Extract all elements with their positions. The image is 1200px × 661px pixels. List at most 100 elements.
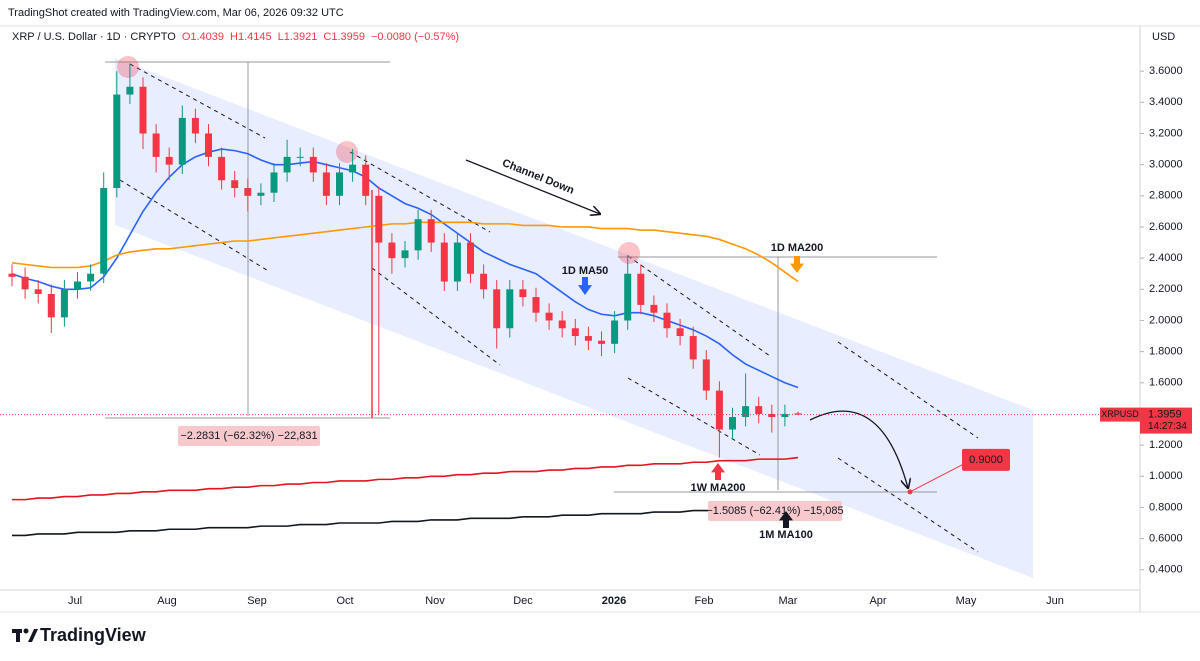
measure-box (178, 426, 320, 446)
candle-body (257, 192, 265, 196)
x-tick-label: Jul (68, 595, 82, 607)
ma-arrow (711, 463, 725, 480)
candle-body (336, 172, 343, 196)
x-tick-label: 2026 (602, 595, 626, 607)
candle-body (388, 242, 396, 259)
candle-body (362, 164, 370, 196)
candle-body (349, 164, 357, 173)
credit: TradingShot created with TradingView.com… (8, 7, 344, 19)
candle-body (427, 219, 435, 243)
channel-arrow (465, 159, 600, 214)
candle-body (296, 156, 304, 158)
candle-body (453, 242, 461, 282)
legend-item: C1.3959 (323, 31, 365, 43)
candle-body (113, 94, 121, 189)
y-tick-label: 1.0000 (1149, 470, 1183, 482)
candle-body (191, 117, 199, 134)
candle-body (532, 297, 540, 313)
candle-body (178, 117, 186, 165)
candle-body (506, 289, 514, 329)
candle-body (270, 172, 278, 193)
candle-body (729, 417, 736, 430)
ma-line (12, 506, 798, 537)
measure-lines (105, 61, 937, 493)
candle-body (611, 320, 619, 344)
legend: XRP / U.S. Dollar · 1D · CRYPTO O1.4039 H1… (12, 31, 459, 43)
candle-body (401, 250, 409, 259)
candle-body (768, 413, 776, 418)
projection-arrow (809, 410, 908, 488)
candle-body (689, 336, 697, 360)
candle-body (34, 289, 42, 294)
logo: TradingView (12, 625, 147, 645)
y-tick-label: 2.6000 (1149, 221, 1183, 233)
candle-body (139, 86, 147, 134)
y-tick-label: 3.6000 (1149, 65, 1183, 77)
candle-body (715, 390, 723, 430)
ma-label: 1D MA50 (562, 265, 608, 277)
y-tick-label: 2.0000 (1149, 314, 1183, 326)
target-box (962, 448, 1010, 471)
candle-body (755, 406, 763, 414)
ma-label: 1W MA200 (690, 482, 745, 494)
candle-body (794, 413, 802, 415)
ma-label: 1M MA100 (759, 529, 813, 541)
candle-body (100, 188, 108, 274)
candle-body (480, 273, 488, 290)
y-tick-label: 2.8000 (1149, 190, 1183, 202)
candle-body (205, 133, 212, 157)
candle-body (781, 413, 789, 418)
ma-line (12, 456, 799, 501)
y-tick-label: 0.4000 (1149, 564, 1183, 576)
ma-line (11, 221, 799, 283)
candle-body (152, 133, 160, 157)
candle-body (650, 304, 658, 313)
x-tick-label: Mar (779, 595, 798, 607)
candle-body (637, 273, 645, 305)
candle-body (21, 276, 29, 290)
measure-label: −1.5085 (−62.41%) −15,085 (706, 505, 843, 517)
candle-body (283, 156, 291, 173)
candle-body (322, 172, 330, 196)
symbol-box (1100, 407, 1140, 422)
y-tick-label: 2.4000 (1149, 252, 1183, 264)
target-line (909, 461, 969, 493)
countdown: 14:27:34 (1148, 421, 1187, 432)
x-tick-label: Sep (247, 595, 267, 607)
price-box (1140, 407, 1192, 434)
candle-body (309, 156, 317, 173)
candle-body (375, 195, 383, 243)
x-tick-label: Dec (513, 595, 533, 607)
candle-body (440, 242, 448, 282)
candle-body (60, 289, 68, 318)
x-tick-label: Nov (425, 595, 445, 607)
candle-body (165, 156, 173, 165)
legend-item: H1.4145 (230, 31, 272, 43)
y-tick-label: 1.8000 (1149, 346, 1183, 358)
measure-box (708, 501, 842, 521)
legend-item: L1.3921 (278, 31, 318, 43)
candle-body (8, 273, 16, 277)
y-tick-label: 2.2000 (1149, 283, 1183, 295)
candle-body (244, 188, 252, 196)
candle-body (47, 293, 55, 318)
x-tick-label: Jun (1046, 595, 1064, 607)
candle-body (218, 156, 226, 181)
candle-body (414, 219, 422, 251)
y-tick-label: 1.2000 (1149, 439, 1183, 451)
channel (115, 58, 1033, 578)
candle-body (676, 328, 684, 337)
ma-label: 1D MA200 (771, 242, 824, 254)
target-label: 0.9000 (969, 454, 1003, 466)
candle-body (558, 320, 566, 329)
x-tick-label: Feb (695, 595, 714, 607)
y-tick-label: 3.2000 (1149, 127, 1183, 139)
candle-body (702, 359, 710, 391)
legend-item: XRP / U.S. Dollar · 1D · CRYPTO (12, 31, 176, 43)
x-tick-label: May (956, 595, 977, 607)
x-tick-label: Aug (157, 595, 177, 607)
y-tick-label: 0.8000 (1149, 501, 1183, 513)
symbol-label: XRPUSD (1101, 409, 1139, 419)
y-tick-label: 3.4000 (1149, 96, 1183, 108)
candle-body (493, 289, 501, 329)
